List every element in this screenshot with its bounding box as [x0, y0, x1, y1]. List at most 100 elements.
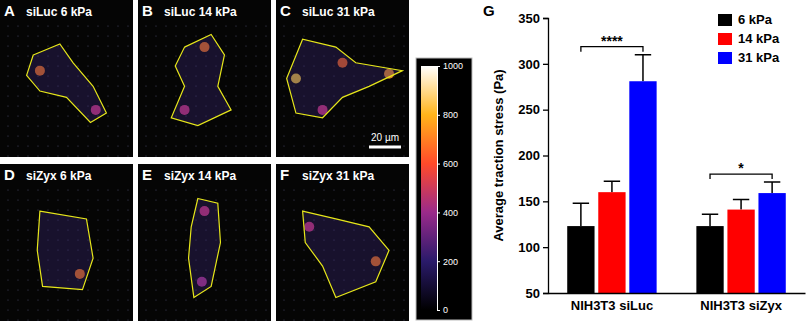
bars: [567, 55, 786, 293]
vector-dot: [393, 189, 394, 190]
vector-dot: [77, 35, 78, 36]
vector-dot: [373, 319, 374, 320]
vector-dot: [155, 269, 156, 270]
vector-dot: [403, 199, 404, 200]
vector-dot: [255, 45, 256, 46]
error-bar: [635, 55, 651, 82]
vector-dot: [27, 35, 28, 36]
vector-dot: [155, 95, 156, 96]
vector-dot: [255, 115, 256, 116]
vector-dot: [175, 135, 176, 136]
vector-dot: [363, 219, 364, 220]
legend-label: 31 kPa: [738, 50, 780, 65]
vector-dot: [225, 269, 226, 270]
vector-dot: [27, 209, 28, 210]
vector-dot: [7, 135, 8, 136]
vector-dot: [127, 65, 128, 66]
vector-dot: [67, 289, 68, 290]
panel-title: siLuc 31 kPa: [302, 5, 375, 19]
vector-dot: [235, 219, 236, 220]
vector-dot: [343, 199, 344, 200]
vector-dot: [323, 279, 324, 280]
vector-dot: [293, 299, 294, 300]
vector-dot: [27, 239, 28, 240]
bar: [696, 226, 723, 293]
vector-dot: [353, 209, 354, 210]
vector-dot: [265, 229, 266, 230]
vector-dot: [145, 299, 146, 300]
vector-dot: [215, 309, 216, 310]
vector-dot: [353, 189, 354, 190]
vector-dot: [107, 65, 108, 66]
vector-dot: [293, 135, 294, 136]
error-bar: [573, 203, 589, 226]
vector-dot: [313, 199, 314, 200]
vector-dot: [333, 309, 334, 310]
vector-dot: [155, 239, 156, 240]
vector-dot: [165, 289, 166, 290]
vector-dot: [127, 145, 128, 146]
vector-dot: [293, 319, 294, 320]
vector-dot: [127, 95, 128, 96]
vector-dot: [155, 35, 156, 36]
vector-dot: [97, 189, 98, 190]
vector-dot: [225, 155, 226, 156]
error-bar: [764, 182, 780, 193]
vector-dot: [195, 199, 196, 200]
cell-outline: [189, 199, 221, 298]
vector-dot: [7, 55, 8, 56]
legend-item: 14 kPa: [718, 31, 780, 46]
vector-dot: [145, 319, 146, 320]
vector-dot: [17, 299, 18, 300]
vector-dot: [383, 279, 384, 280]
vector-dot: [215, 145, 216, 146]
vector-dot: [235, 239, 236, 240]
vector-dot: [235, 279, 236, 280]
vector-dot: [117, 299, 118, 300]
vector-dot: [225, 115, 226, 116]
vector-dot: [383, 115, 384, 116]
vector-dot: [117, 189, 118, 190]
vector-dot: [155, 259, 156, 260]
image-panel: FsiZyx 31 kPa: [276, 164, 409, 321]
vector-dot: [37, 95, 38, 96]
vector-dot: [17, 145, 18, 146]
vector-dot: [145, 209, 146, 210]
vector-dot: [383, 269, 384, 270]
vector-dot: [117, 229, 118, 230]
vector-dot: [255, 75, 256, 76]
vector-dot: [235, 319, 236, 320]
vector-dot: [107, 25, 108, 26]
vector-dot: [7, 145, 8, 146]
vector-dot: [155, 115, 156, 116]
error-bar: [604, 181, 620, 192]
vector-dot: [37, 45, 38, 46]
vector-dot: [353, 25, 354, 26]
vector-dot: [17, 75, 18, 76]
vector-dot: [225, 35, 226, 36]
vector-dot: [185, 219, 186, 220]
vector-dot: [293, 125, 294, 126]
vector-dot: [57, 115, 58, 116]
vector-dot: [155, 229, 156, 230]
vector-dot: [303, 199, 304, 200]
vector-dot: [127, 125, 128, 126]
panel-letter: E: [142, 166, 152, 183]
vector-dot: [77, 199, 78, 200]
vector-dot: [127, 309, 128, 310]
vector-dot: [373, 189, 374, 190]
vector-dot: [283, 239, 284, 240]
vector-dot: [165, 35, 166, 36]
vector-dot: [255, 279, 256, 280]
vector-dot: [323, 145, 324, 146]
vector-dot: [17, 105, 18, 106]
vector-dot: [77, 115, 78, 116]
vector-dot: [107, 299, 108, 300]
vector-dot: [393, 65, 394, 66]
vector-dot: [175, 125, 176, 126]
vector-dot: [255, 229, 256, 230]
vector-dot: [47, 189, 48, 190]
vector-dot: [145, 85, 146, 86]
vector-dot: [403, 189, 404, 190]
vector-dot: [87, 209, 88, 210]
